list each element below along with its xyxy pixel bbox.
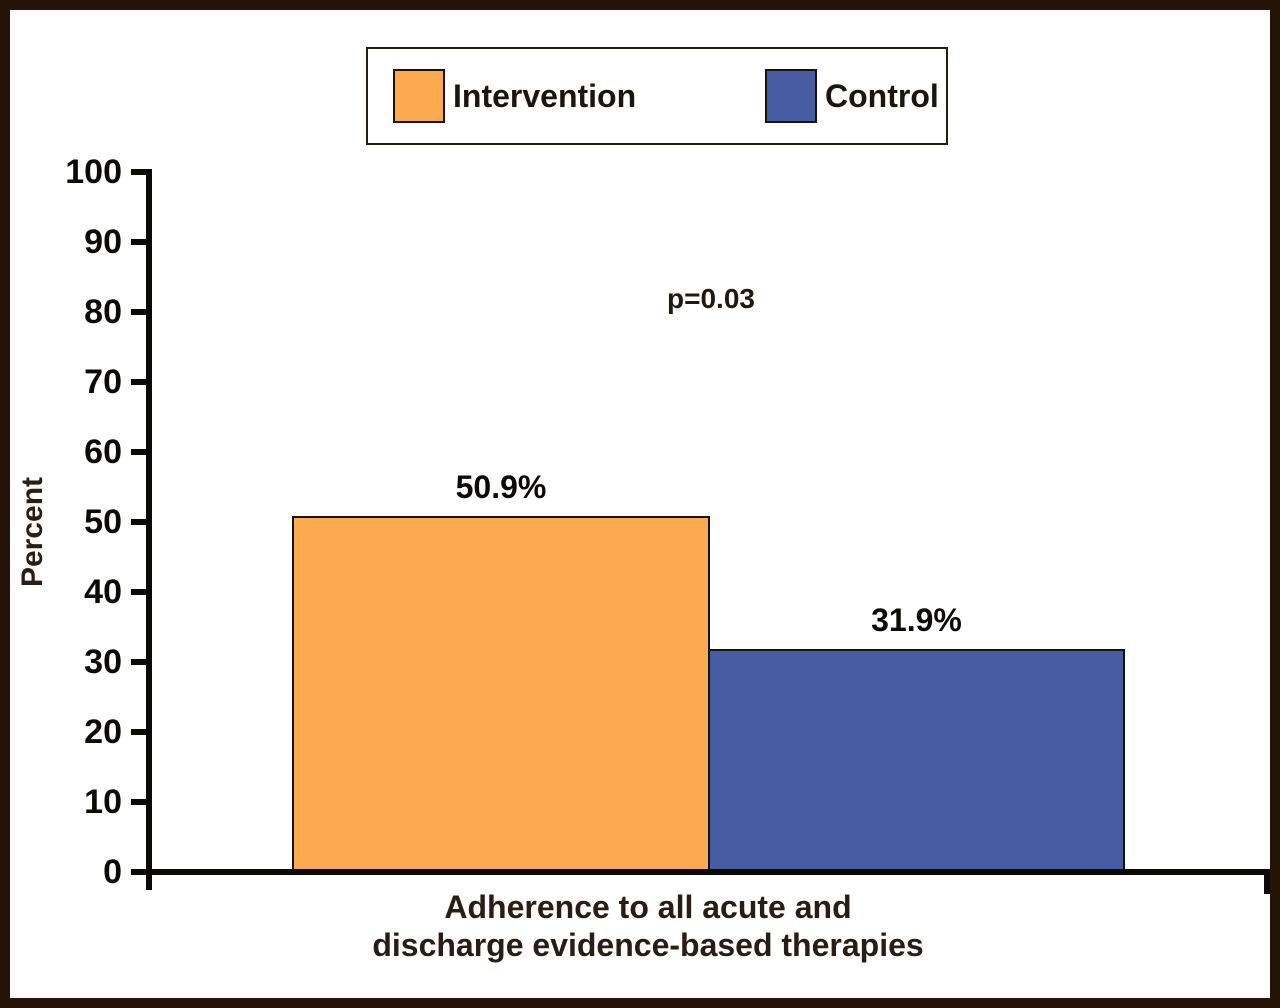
y-tick-mark — [131, 799, 149, 805]
y-axis-line — [146, 169, 152, 890]
y-tick-label: 90 — [84, 223, 122, 261]
y-tick-mark — [131, 309, 149, 315]
intervention-bar — [292, 516, 710, 872]
intervention-value-label: 50.9% — [455, 469, 547, 505]
y-tick-mark — [131, 379, 149, 385]
y-tick-mark — [131, 589, 149, 595]
y-tick-label: 40 — [84, 573, 122, 611]
x-axis-title-line2: discharge evidence-based therapies — [372, 927, 924, 963]
y-tick-label: 80 — [84, 293, 122, 331]
legend-item-control: Control — [765, 49, 939, 143]
y-tick-label: 30 — [84, 643, 122, 681]
x-axis-title: Adherence to all acute and discharge evi… — [148, 888, 1148, 964]
y-tick-label: 60 — [84, 433, 122, 471]
y-tick-mark — [131, 169, 149, 175]
y-tick-label: 20 — [84, 713, 122, 751]
y-tick-label: 10 — [84, 783, 122, 821]
x-axis-line — [133, 869, 1270, 875]
legend-item-intervention: Intervention — [393, 49, 636, 143]
p-value-annotation: p=0.03 — [667, 283, 755, 314]
y-tick-label: 0 — [103, 853, 122, 891]
y-tick-mark — [131, 239, 149, 245]
x-axis-end-tick — [1264, 869, 1270, 894]
control-bar-group: 31.9% — [708, 602, 1125, 872]
control-bar — [708, 649, 1125, 872]
x-axis-title-line1: Adherence to all acute and — [444, 889, 852, 925]
y-tick-mark — [131, 729, 149, 735]
control-value-label: 31.9% — [871, 602, 962, 638]
intervention-swatch — [393, 69, 445, 123]
y-tick-mark — [131, 449, 149, 455]
y-tick-label: 70 — [84, 363, 122, 401]
y-tick-label: 50 — [84, 503, 122, 541]
intervention-bar-group: 50.9% — [292, 469, 710, 872]
intervention-legend-label: Intervention — [453, 77, 637, 114]
y-tick-mark — [131, 659, 149, 665]
control-swatch — [765, 69, 817, 123]
control-legend-label: Control — [825, 77, 939, 114]
legend: Intervention Control — [366, 47, 948, 145]
y-tick-mark — [131, 869, 149, 875]
y-tick-mark — [131, 519, 149, 525]
y-tick-label: 100 — [65, 153, 122, 191]
